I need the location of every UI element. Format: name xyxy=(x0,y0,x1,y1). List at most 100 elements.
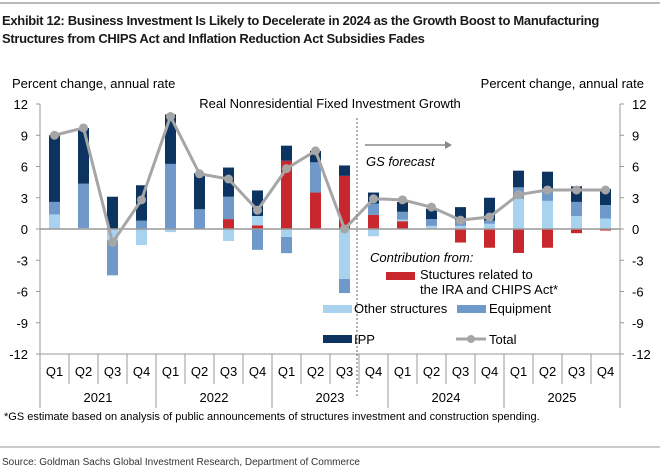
x-tick-label: Q2 xyxy=(191,364,208,379)
x-tick-label: Q4 xyxy=(481,364,498,379)
legend-marker-total xyxy=(467,335,475,343)
bar-segment-other-structures xyxy=(281,229,292,238)
bar-segment-equipment xyxy=(107,240,118,276)
x-tick-label: Q2 xyxy=(423,364,440,379)
bar-segment-ira xyxy=(310,192,321,229)
bar-segment-ipp xyxy=(513,170,524,188)
legend-label-ira-1: Stuctures related to xyxy=(420,267,533,282)
bar-segment-equipment xyxy=(165,163,176,229)
axes xyxy=(39,104,621,355)
total-line xyxy=(50,112,610,248)
total-point xyxy=(166,112,175,121)
bar-segment-other-structures xyxy=(513,198,524,229)
bar-segment-ipp xyxy=(281,145,292,161)
bar-segment-ira xyxy=(368,214,379,229)
x-axis-labels: Q1 Q2 Q3 Q4 Q1 Q2 Q3 Q4 Q1 Q2 Q3 Q4 Q1 Q2 Q3 Q4 Q1 Q2 Q3 Q4… xyxy=(39,354,621,408)
year-label: 2021 xyxy=(84,390,113,405)
y-axis-label-left: Percent change, annual rate xyxy=(12,76,175,91)
x-tick-label: Q3 xyxy=(336,364,353,379)
bar-segment-other-structures xyxy=(223,229,234,241)
bar-segment-equipment xyxy=(281,237,292,254)
bar-segment-equipment xyxy=(542,188,553,201)
plot-title: Real Nonresidential Fixed Investment Gro… xyxy=(199,96,461,111)
y-tick-label-right: -9 xyxy=(632,316,644,331)
bar-segment-equipment xyxy=(252,229,263,250)
bar-segment-ira xyxy=(571,229,582,234)
bar-segment-equipment xyxy=(397,211,408,220)
bar-segment-ipp xyxy=(194,173,205,210)
bar-segment-equipment xyxy=(368,203,379,215)
x-tick-label: Q1 xyxy=(278,364,295,379)
bar-segment-equipment xyxy=(49,201,60,215)
x-tick-label: Q2 xyxy=(307,364,324,379)
bar-segment-ira xyxy=(223,219,234,229)
legend-label-ipp: IPP xyxy=(354,332,375,347)
bar-segment-ipp xyxy=(426,208,437,220)
total-point xyxy=(108,238,117,248)
legend-swatch-equipment xyxy=(457,305,486,313)
total-point xyxy=(572,185,581,195)
x-tick-label: Q4 xyxy=(365,364,382,379)
bar-segment-equipment xyxy=(136,220,147,229)
forecast-label: GS forecast xyxy=(366,154,436,169)
total-point xyxy=(398,195,407,205)
x-tick-label: Q1 xyxy=(46,364,63,379)
legend-label-ira-2: the IRA and CHIPS Act* xyxy=(420,282,558,297)
bar-segment-ipp xyxy=(600,188,611,206)
y-tick-label-right: 12 xyxy=(632,97,646,112)
bar-segment-other-structures xyxy=(426,225,437,229)
x-tick-label: Q4 xyxy=(597,364,614,379)
bar-segment-equipment xyxy=(310,162,321,193)
bar-segment-ira xyxy=(600,229,611,231)
bar-segment-other-structures xyxy=(484,223,495,229)
total-point xyxy=(340,224,349,234)
bar-segment-ira xyxy=(397,221,408,229)
legend-swatch-ira xyxy=(386,272,415,280)
total-point xyxy=(195,169,204,179)
total-point xyxy=(543,185,552,195)
total-point xyxy=(50,130,59,140)
y-tick-label-left: -6 xyxy=(16,285,28,300)
total-point xyxy=(514,190,523,200)
x-tick-label: Q1 xyxy=(162,364,179,379)
bar-segment-ira xyxy=(281,160,292,229)
bar-segment-other-structures xyxy=(571,215,582,229)
bar-segment-ipp xyxy=(165,114,176,164)
footnote: *GS estimate based on analysis of public… xyxy=(4,411,540,423)
y-tick-label-right: -12 xyxy=(632,347,651,362)
total-point xyxy=(485,212,494,222)
x-tick-label: Q1 xyxy=(394,364,411,379)
bar-segment-other-structures xyxy=(165,229,176,233)
legend-swatch-other-structures xyxy=(323,305,352,313)
legend-label-equipment: Equipment xyxy=(489,301,552,316)
total-point xyxy=(601,185,610,195)
bar-segment-ipp xyxy=(339,165,350,176)
bar-segment-other-structures xyxy=(397,219,408,222)
bar-segment-equipment xyxy=(600,205,611,219)
y-tick-label-left: 3 xyxy=(21,191,28,206)
bar-segment-other-structures xyxy=(339,229,350,279)
chart-title-line1: Exhibit 12: Business Investment Is Likel… xyxy=(2,13,599,28)
bar-segment-equipment xyxy=(484,220,495,224)
y-axis-label-right: Percent change, annual rate xyxy=(481,76,644,91)
bar-segment-ipp xyxy=(107,196,118,229)
bar-segment-ira xyxy=(455,229,466,243)
chart-title-line2: Structures from CHIPS Act and Inflation … xyxy=(2,31,425,46)
bar-segment-other-structures xyxy=(136,229,147,246)
year-label: 2024 xyxy=(432,390,461,405)
total-point xyxy=(427,202,436,212)
bar-segment-ira xyxy=(252,225,263,229)
bar-segment-equipment xyxy=(339,279,350,294)
bar-segment-other-structures xyxy=(368,229,379,237)
arrowhead-icon xyxy=(445,141,452,149)
total-point xyxy=(137,195,146,205)
total-point xyxy=(282,164,291,174)
bar-segment-other-structures xyxy=(252,215,263,226)
bar-segment-other-structures xyxy=(542,200,553,229)
legend-label-total: Total xyxy=(489,332,517,347)
bar-segment-ipp xyxy=(310,150,321,163)
x-tick-label: Q3 xyxy=(220,364,237,379)
year-label: 2023 xyxy=(316,390,345,405)
x-tick-label: Q3 xyxy=(568,364,585,379)
bar-segment-other-structures xyxy=(49,214,60,229)
